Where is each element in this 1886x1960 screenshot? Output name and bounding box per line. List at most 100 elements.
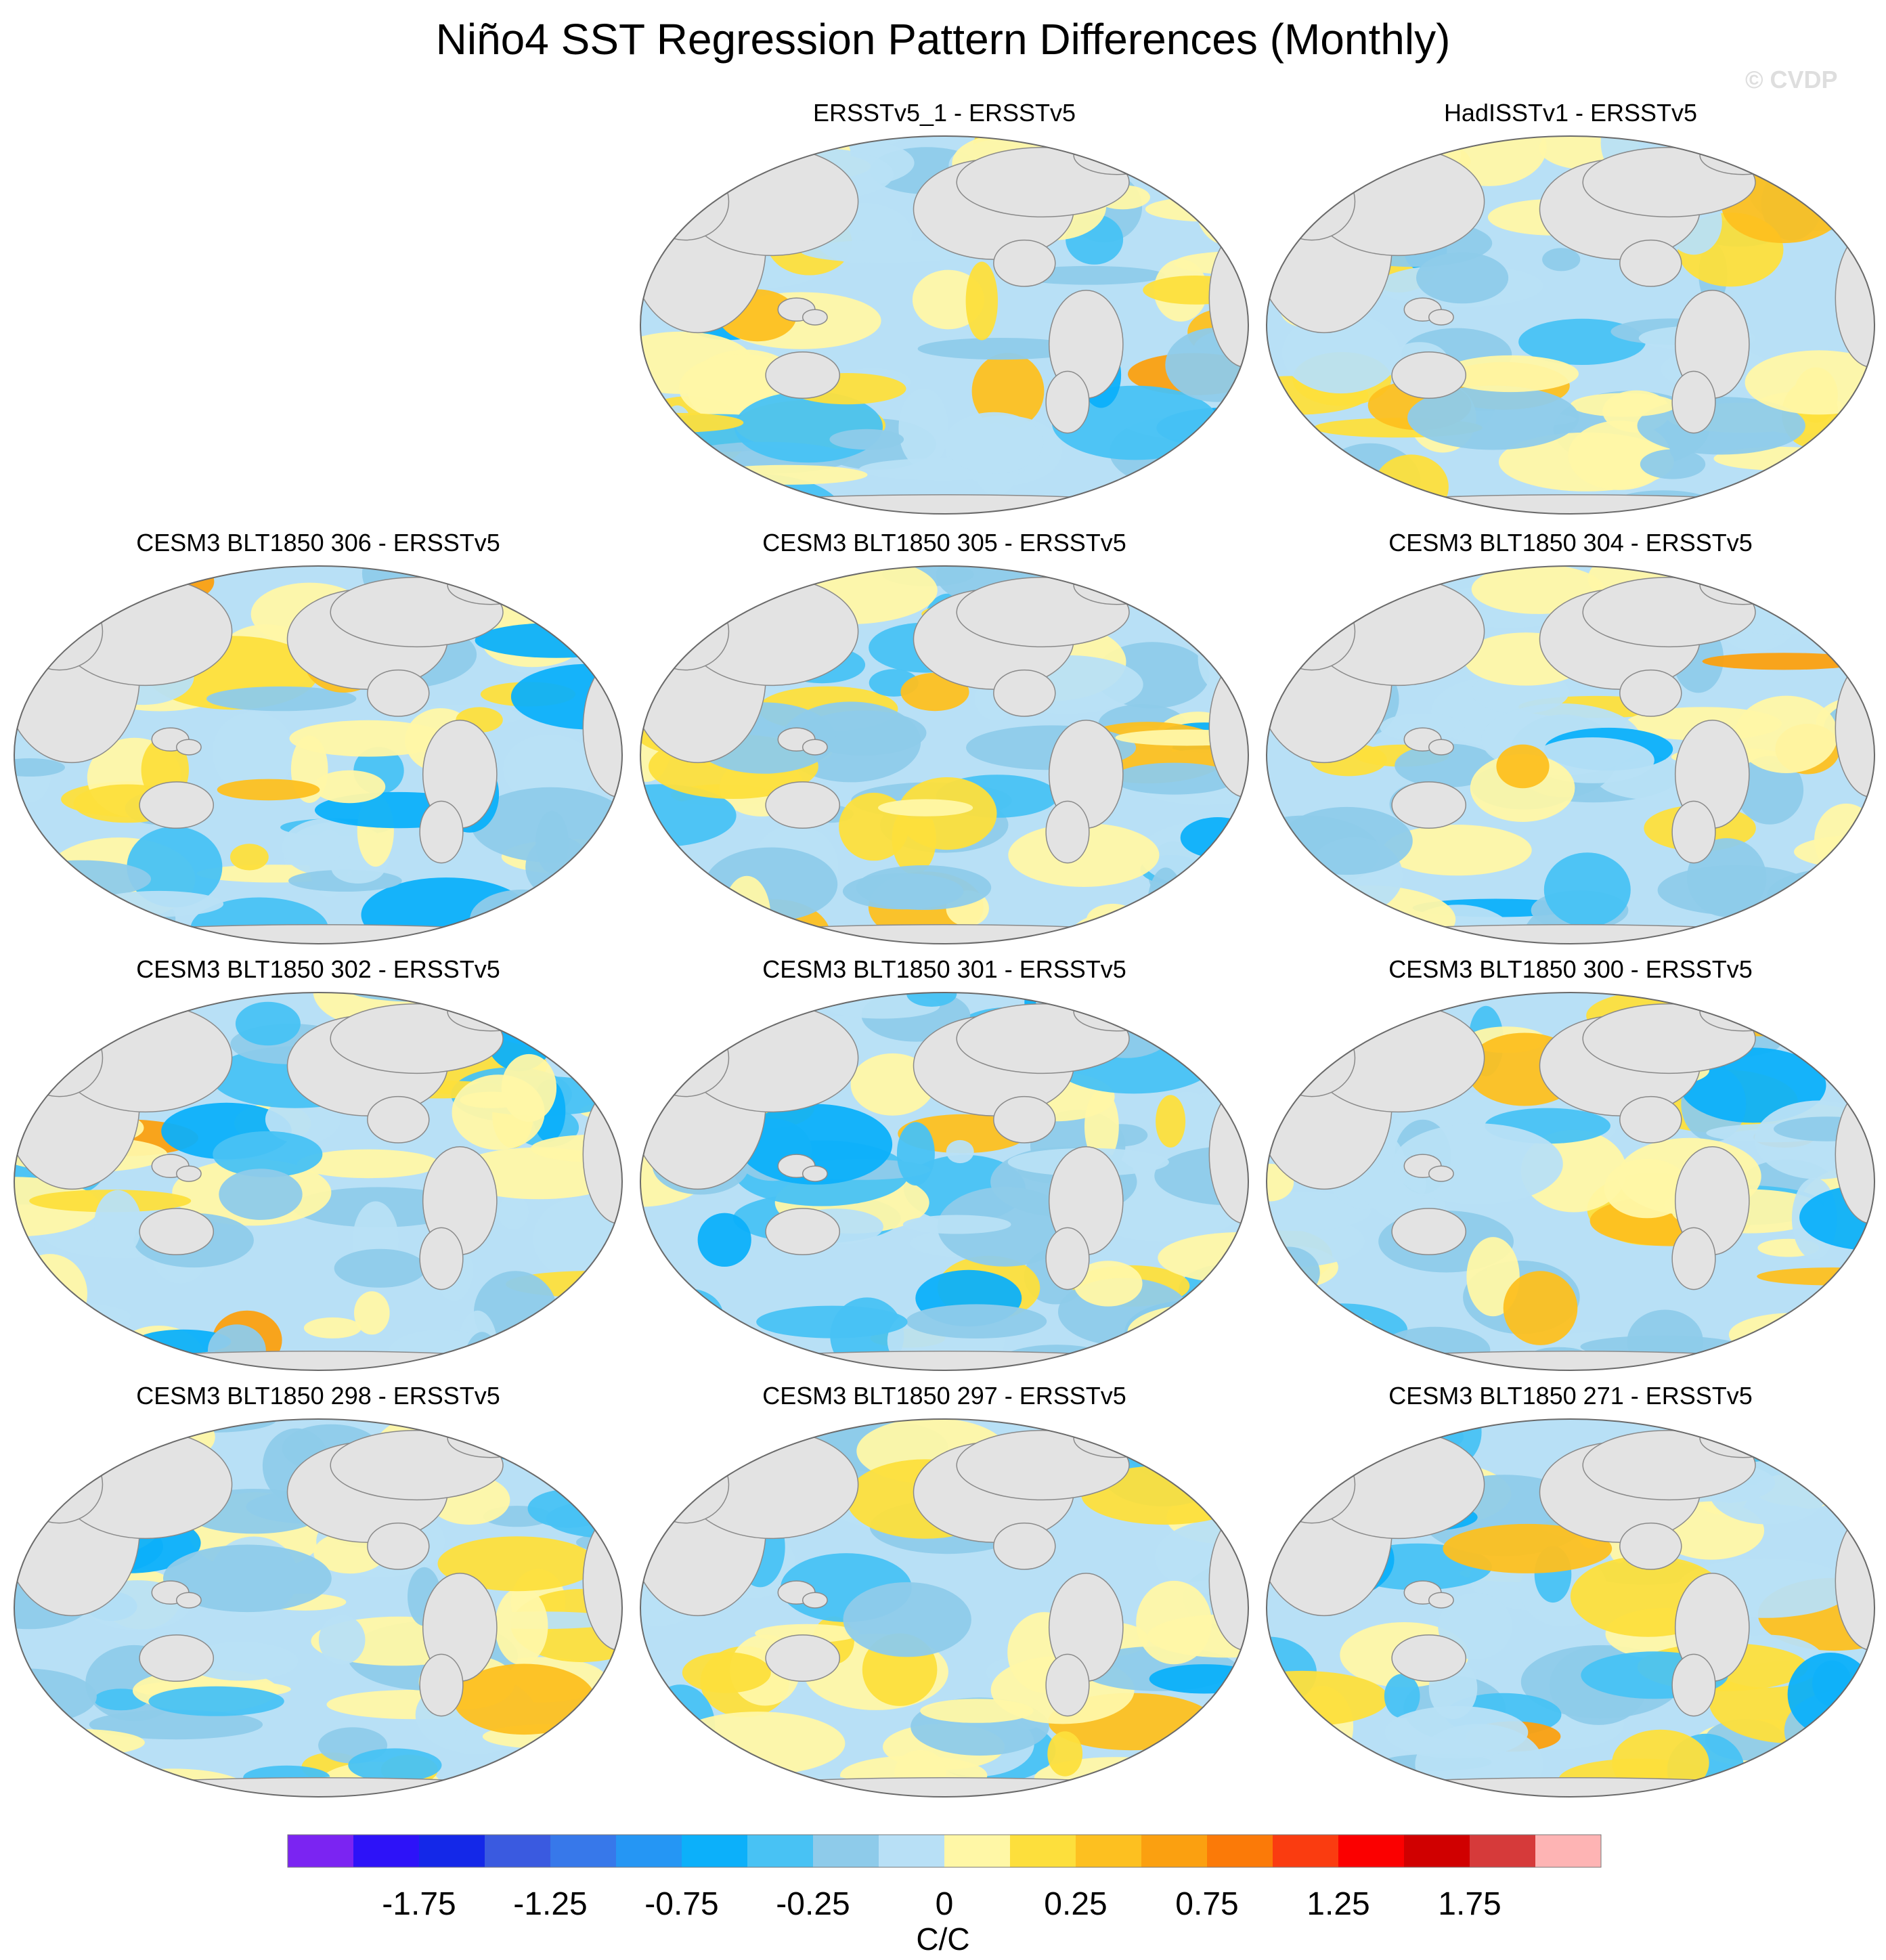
land-mass <box>367 1522 430 1570</box>
anomaly-patch <box>1267 1163 1294 1202</box>
anomaly-patch <box>235 1001 301 1046</box>
map-frame <box>14 565 623 944</box>
colorbar-tick-label: 0.25 <box>1044 1886 1107 1922</box>
land-mass <box>330 1430 504 1501</box>
land-mass <box>1045 1227 1090 1290</box>
land-mass <box>1268 1018 1356 1097</box>
anomaly-patch <box>1084 1089 1119 1164</box>
land-mass <box>139 781 215 829</box>
colorbar-tick-label: -1.75 <box>382 1886 456 1922</box>
anomaly-patch <box>469 889 576 944</box>
anomaly-patch <box>297 1149 440 1179</box>
anomaly-patch <box>318 1615 366 1665</box>
land-mass <box>16 592 104 671</box>
anomaly-patch <box>1180 817 1248 858</box>
land-mass <box>1428 739 1454 756</box>
anomaly-patch <box>14 860 152 898</box>
colorbar-swatch <box>419 1835 485 1867</box>
colorbar-swatch <box>1404 1835 1470 1867</box>
anomaly-patch <box>1297 569 1361 611</box>
anomaly-patch <box>529 892 584 944</box>
colorbar-swatch <box>944 1835 1010 1867</box>
land-mass <box>1391 781 1467 829</box>
colorbar-swatch <box>1010 1835 1076 1867</box>
anomaly-patch <box>212 712 294 793</box>
land-mass <box>1671 370 1716 434</box>
anomaly-patch <box>1147 867 1185 944</box>
land-mass <box>1582 1003 1756 1074</box>
anomaly-patch <box>917 338 1084 360</box>
land-mass <box>59 1430 233 1540</box>
anomaly-patch <box>1267 429 1281 467</box>
anomaly-patch <box>1392 1123 1563 1205</box>
colorbar-swatch <box>485 1835 550 1867</box>
land-mass <box>1045 370 1090 434</box>
anomaly-patch <box>1380 713 1465 742</box>
anomaly-patch <box>1267 1341 1338 1370</box>
anomaly-patch <box>28 1770 100 1790</box>
world-map <box>640 135 1249 515</box>
land-mass <box>802 1592 828 1609</box>
land-mass <box>765 351 841 399</box>
anomaly-patch <box>1112 762 1237 795</box>
land-mass <box>1311 577 1485 687</box>
colorbar-swatch <box>550 1835 616 1867</box>
land-mass <box>1671 1653 1716 1717</box>
anomaly-patch <box>127 826 223 908</box>
anomaly-patch <box>697 1213 751 1267</box>
land-mass <box>330 1003 504 1074</box>
anomaly-patch <box>148 1686 284 1716</box>
anomaly-patch <box>1830 1020 1874 1068</box>
map-panel: CESM3 BLT1850 300 - ERSSTv5 <box>1263 955 1879 1374</box>
map-panel: CESM3 BLT1850 271 - ERSSTv5 <box>1263 1381 1879 1801</box>
panel-title: CESM3 BLT1850 300 - ERSSTv5 <box>1388 955 1753 983</box>
anomaly-patch <box>14 758 65 777</box>
panel-title: CESM3 BLT1850 304 - ERSSTv5 <box>1388 529 1753 557</box>
anomaly-patch <box>829 429 904 450</box>
land-mass <box>1619 239 1682 287</box>
anomaly-patch <box>1542 248 1581 271</box>
anomaly-patch <box>163 1544 332 1613</box>
anomaly-patch <box>898 388 949 469</box>
anomaly-patch <box>437 1536 598 1592</box>
land-mass <box>1268 592 1356 671</box>
anomaly-patch <box>640 450 674 513</box>
panel-title: CESM3 BLT1850 302 - ERSSTv5 <box>136 955 500 983</box>
anomaly-patch <box>1142 1313 1216 1367</box>
anomaly-patch <box>965 261 998 341</box>
anomaly-patch <box>1267 993 1291 1019</box>
land-mass <box>1311 1003 1485 1113</box>
anomaly-patch <box>906 993 957 1007</box>
anomaly-patch <box>14 1297 70 1327</box>
land-mass <box>685 147 859 257</box>
map-frame <box>1266 135 1875 515</box>
anomaly-patch <box>14 1419 70 1443</box>
anomaly-patch <box>705 464 868 485</box>
anomaly-patch <box>640 136 661 158</box>
anomaly-patch <box>14 1419 77 1487</box>
land-mass <box>16 1445 104 1524</box>
colorbar-swatch <box>1207 1835 1273 1867</box>
anomaly-patch <box>738 1104 893 1185</box>
anomaly-patch <box>1416 252 1509 304</box>
land-mass <box>1045 800 1090 864</box>
map-panel: CESM3 BLT1850 302 - ERSSTv5 <box>10 955 626 1374</box>
anomaly-patch <box>85 566 127 602</box>
land-mass <box>419 1653 464 1717</box>
anomaly-patch <box>1749 1328 1874 1368</box>
anomaly-patch <box>896 1122 935 1186</box>
anomaly-patch <box>213 1131 323 1177</box>
anomaly-patch <box>1047 1731 1083 1777</box>
anomaly-patch <box>1687 838 1767 917</box>
map-panel: CESM3 BLT1850 306 - ERSSTv5 <box>10 528 626 948</box>
anomaly-patch <box>535 1317 622 1338</box>
anomaly-patch <box>1784 566 1862 630</box>
world-map <box>640 992 1249 1371</box>
land-mass <box>685 1430 859 1540</box>
land-mass <box>1619 1095 1682 1144</box>
anomaly-patch <box>1158 136 1248 158</box>
map-panel: CESM3 BLT1850 304 - ERSSTv5 <box>1263 528 1879 948</box>
anomaly-patch <box>219 1169 303 1220</box>
anomaly-patch <box>640 784 737 848</box>
anomaly-patch <box>1496 744 1550 789</box>
